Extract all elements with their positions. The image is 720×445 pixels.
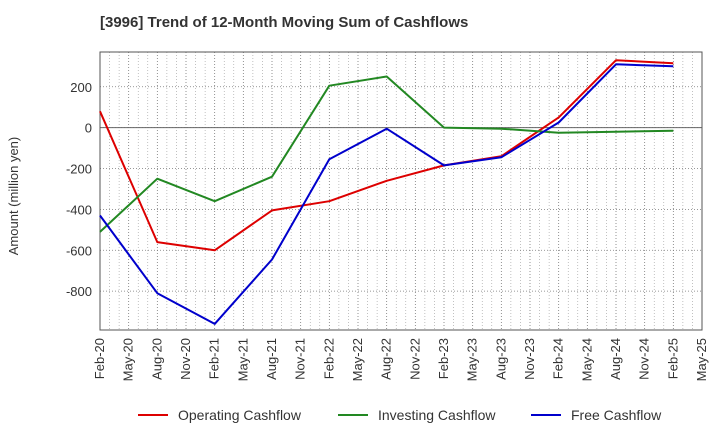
x-tick-label: Aug-20 xyxy=(149,338,164,380)
y-axis-label: Amount (million yen) xyxy=(6,137,21,256)
investing-cashflow-legend-label: Investing Cashflow xyxy=(378,407,496,423)
x-tick-label: Feb-20 xyxy=(92,338,107,379)
free-cashflow-legend-label: Free Cashflow xyxy=(571,407,662,423)
operating-cashflow-line xyxy=(99,59,674,252)
chart-title: [3996] Trend of 12-Month Moving Sum of C… xyxy=(100,14,469,31)
x-tick-label: May-20 xyxy=(121,338,136,381)
y-tick-label: 200 xyxy=(70,80,92,95)
operating-cashflow-legend-label: Operating Cashflow xyxy=(178,407,302,423)
y-tick-label: -600 xyxy=(66,243,92,258)
y-tick-label: -400 xyxy=(66,202,92,217)
x-tick-label: Feb-24 xyxy=(551,338,566,379)
x-tick-label: Feb-22 xyxy=(321,338,336,379)
y-tick-label: -200 xyxy=(66,162,92,177)
free-cashflow-line xyxy=(99,63,674,325)
x-tick-label: Nov-23 xyxy=(522,338,537,380)
x-tick-label: May-21 xyxy=(235,338,250,381)
x-tick-label: Nov-21 xyxy=(293,338,308,380)
investing-cashflow-line xyxy=(99,75,674,233)
y-tick-label: 0 xyxy=(85,121,92,136)
x-tick-label: Feb-21 xyxy=(207,338,222,379)
x-tick-label: May-23 xyxy=(465,338,480,381)
x-tick-label: Nov-24 xyxy=(637,338,652,380)
x-tick-label: Feb-23 xyxy=(436,338,451,379)
x-tick-label: May-25 xyxy=(694,338,709,381)
x-tick-label: Aug-23 xyxy=(493,338,508,380)
x-tick-label: Aug-22 xyxy=(379,338,394,380)
x-tick-label: Aug-21 xyxy=(264,338,279,380)
x-tick-label: May-22 xyxy=(350,338,365,381)
x-tick-label: Aug-24 xyxy=(608,338,623,380)
x-tick-label: Nov-20 xyxy=(178,338,193,380)
y-tick-label: -800 xyxy=(66,284,92,299)
x-tick-label: May-24 xyxy=(579,338,594,381)
x-tick-label: Nov-22 xyxy=(407,338,422,380)
x-tick-label: Feb-25 xyxy=(665,338,680,379)
plot-frame xyxy=(99,51,703,331)
